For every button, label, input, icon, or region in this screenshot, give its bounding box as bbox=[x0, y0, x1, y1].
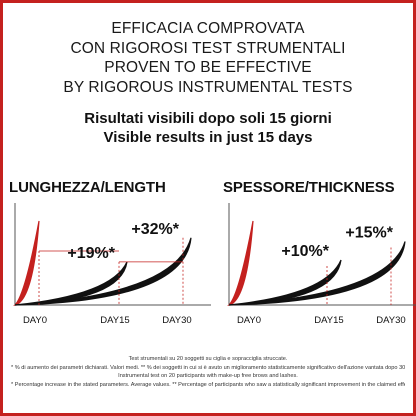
tick-label-day0: DAY0 bbox=[23, 315, 47, 326]
chart-title-thickness: SPESSORE/THICKNESS bbox=[223, 179, 395, 196]
headline-line: BY RIGOROUS INSTRUMENTAL TESTS bbox=[63, 78, 353, 96]
value-label-day15: +19%* bbox=[67, 245, 115, 262]
lash-shape-day30 bbox=[228, 241, 406, 306]
tick-label-day30: DAY30 bbox=[376, 315, 405, 326]
lash-shape-day0 bbox=[227, 220, 254, 307]
thickness-chart: +10%* +15%* DAY0 DAY15 DAY30 bbox=[227, 203, 416, 326]
headline-line: EFFICACIA COMPROVATA bbox=[111, 20, 305, 37]
lash-shape-day0 bbox=[13, 220, 40, 307]
tick-label-day30: DAY30 bbox=[162, 315, 191, 326]
lash-shape-day30 bbox=[14, 237, 192, 306]
subheadline-line: Risultati visibili dopo soli 15 giorni bbox=[84, 110, 332, 127]
footnotes: Test strumentali su 20 soggetti su cigli… bbox=[11, 355, 405, 389]
footnote-line: Test strumentali su 20 soggetti su cigli… bbox=[128, 356, 288, 362]
footnote-line: * % di aumento dei parametri dichiarati.… bbox=[11, 364, 405, 371]
tick-label-day15: DAY15 bbox=[314, 315, 343, 326]
footnote-line: Instrumental test on 20 participants wit… bbox=[118, 373, 298, 380]
value-label-day30: +15%* bbox=[345, 225, 393, 242]
footnote-line: * Percentage increase in the stated para… bbox=[11, 381, 405, 388]
chart-title-length: LUNGHEZZA/LENGTH bbox=[9, 179, 166, 196]
headline-line: CON RIGOROSI TEST STRUMENTALI bbox=[70, 39, 346, 57]
tick-label-day15: DAY15 bbox=[100, 315, 129, 326]
subheadline-line: Visible results in just 15 days bbox=[103, 129, 313, 146]
headline-line: PROVEN TO BE EFFECTIVE bbox=[104, 59, 312, 76]
headline: EFFICACIA COMPROVATA CON RIGOROSI TEST S… bbox=[3, 19, 413, 97]
subheadline: Risultati visibili dopo soli 15 giorni V… bbox=[3, 109, 413, 147]
value-label-day15: +10%* bbox=[281, 243, 329, 260]
tick-label-day0: DAY0 bbox=[237, 315, 261, 326]
lash-shape-day15 bbox=[228, 259, 342, 306]
length-chart: +19%* +32%* DAY0 DAY15 DAY30 bbox=[13, 203, 211, 326]
value-label-day30: +32%* bbox=[131, 221, 179, 238]
